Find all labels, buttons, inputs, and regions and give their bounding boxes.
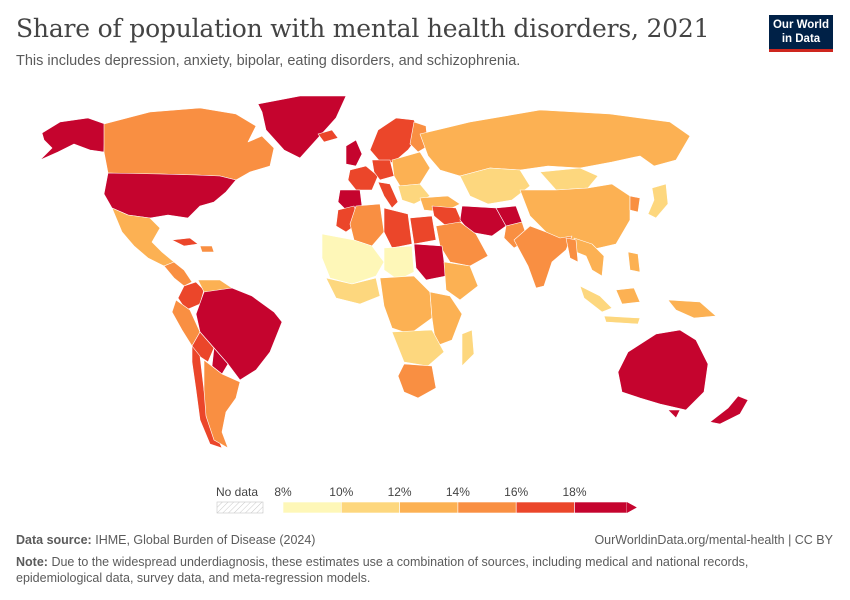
region-chad: [383, 245, 415, 281]
region-india: [513, 225, 573, 289]
region-canada: [103, 107, 275, 181]
region-tasmania: [667, 409, 681, 419]
region-new-guinea: [667, 299, 717, 319]
chart-subtitle: This includes depression, anxiety, bipol…: [16, 53, 521, 69]
region-greenland: [257, 95, 347, 159]
legend-bin-5: [574, 501, 628, 514]
region-mexico: [111, 207, 175, 267]
legend-tick-label: 16%: [504, 485, 528, 499]
region-korea: [629, 195, 641, 213]
region-indonesia-west: [579, 285, 613, 313]
chart-title: Share of population with mental health d…: [16, 14, 710, 43]
region-egypt: [409, 215, 437, 245]
region-southern-central: [391, 329, 445, 367]
region-new-zealand: [709, 395, 749, 425]
chart-note: Note: Due to the widespread underdiagnos…: [16, 554, 836, 586]
region-uk: [345, 139, 363, 167]
region-indonesia-central: [615, 287, 641, 305]
legend-tick-label: 12%: [388, 485, 412, 499]
region-china: [519, 183, 631, 251]
region-algeria: [349, 203, 385, 247]
region-alaska: [39, 117, 106, 161]
region-iceland: [317, 129, 339, 143]
legend-tick-label: 18%: [562, 485, 586, 499]
region-hispaniola: [199, 245, 215, 253]
source-url[interactable]: OurWorldinData.org/mental-health | CC BY: [594, 533, 833, 547]
region-france: [347, 165, 379, 191]
region-japan: [647, 183, 669, 219]
region-java: [603, 315, 641, 325]
region-libya: [383, 207, 413, 249]
region-central-asia: [459, 167, 531, 205]
legend-tick-label: 14%: [446, 485, 470, 499]
legend-tick-label: 8%: [274, 485, 292, 499]
legend-bin-4: [515, 501, 575, 514]
region-south-africa: [397, 363, 437, 399]
region-west-coast: [325, 277, 381, 305]
region-italy: [377, 181, 399, 209]
region-west-sahel: [321, 233, 385, 285]
region-horn-africa: [443, 261, 479, 301]
logo-line-2: in Data: [781, 33, 821, 45]
region-philippines: [627, 251, 641, 273]
region-indochina: [573, 237, 605, 277]
note-label: Note:: [16, 555, 48, 569]
note-text: Due to the widespread underdiagnosis, th…: [16, 555, 749, 585]
region-madagascar: [461, 329, 475, 367]
region-cuba: [171, 237, 199, 247]
region-russia: [419, 109, 691, 177]
region-mongolia: [539, 167, 599, 191]
legend-bin-1: [340, 501, 400, 514]
source-text: IHME, Global Burden of Disease (2024): [95, 533, 316, 547]
region-central-america: [163, 261, 193, 287]
region-usa: [103, 172, 237, 219]
region-australia: [617, 329, 709, 411]
legend-bin-3: [457, 501, 517, 514]
region-east-africa: [429, 291, 463, 347]
legend-bin-2: [399, 501, 459, 514]
world-map[interactable]: [0, 90, 850, 460]
region-sudan: [413, 243, 447, 281]
legend-no-data-label: No data: [216, 485, 258, 499]
legend-bin-0: [282, 501, 342, 514]
color-legend: No data 8% 10% 12% 14% 16% 18%: [216, 485, 637, 514]
source-label: Data source:: [16, 533, 92, 547]
region-germany: [371, 159, 395, 181]
legend-arrow-tip: [626, 502, 637, 513]
region-chile: [191, 345, 223, 449]
owid-logo[interactable]: Our World in Data: [769, 15, 833, 52]
legend-tick-label: 10%: [329, 485, 353, 499]
data-source: Data source: IHME, Global Burden of Dise…: [16, 533, 315, 547]
region-argentina: [203, 359, 241, 449]
legend-no-data-swatch: [216, 501, 264, 514]
logo-line-1: Our World: [772, 19, 829, 31]
region-myanmar: [565, 237, 579, 263]
region-central-africa: [379, 275, 433, 335]
